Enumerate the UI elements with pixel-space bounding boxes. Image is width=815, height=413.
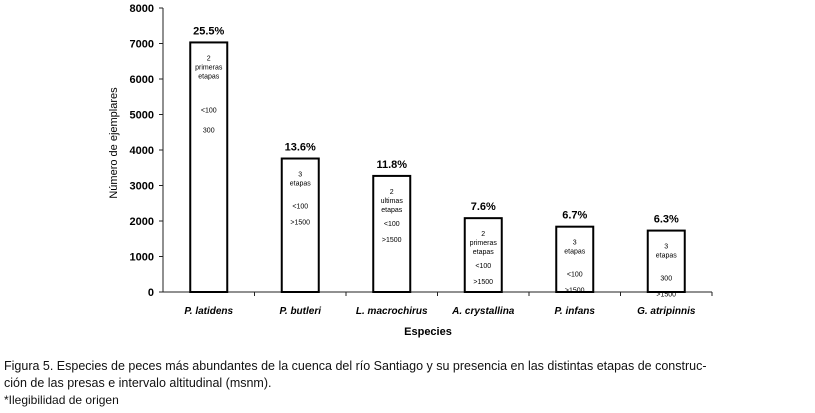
- bar-stage-label: etapas: [564, 249, 586, 256]
- y-tick-label: 0: [148, 287, 154, 299]
- bar-group: 7.6% 2 primeras etapas <100 >1500: [463, 201, 503, 293]
- bar-percent-label: 7.6%: [471, 201, 496, 213]
- bars: 25.5% 2 primeras etapas <100 300 13.6% 3 etapas <…: [189, 25, 686, 299]
- bar-percent-label: 25.5%: [193, 25, 224, 37]
- y-axis: 0 1000 2000 3000 4000 5000 6000 7000 8000: [130, 3, 164, 299]
- bar-altitude-label: 300: [203, 127, 215, 134]
- bar-stage-label: 2: [390, 189, 394, 196]
- bar-altitude-label: <100: [567, 272, 583, 279]
- bar: [555, 225, 595, 293]
- y-tick-label: 2000: [130, 216, 154, 228]
- caption-note: *Ilegibilidad de origen: [4, 393, 119, 407]
- x-tick-label: G. atripinnis: [637, 306, 696, 317]
- bar-stage-label: 2: [207, 55, 211, 62]
- y-tick-label: 7000: [130, 39, 154, 51]
- bar-stage-label: 2: [481, 231, 485, 238]
- bar-altitude-label: <100: [201, 107, 217, 114]
- bar: [646, 229, 686, 294]
- bar-stage-label: primeras: [470, 240, 498, 247]
- bar-stage-label: etapas: [290, 181, 312, 188]
- bar-percent-label: 6.3%: [654, 214, 679, 226]
- figure-caption: Figura 5. Especies de peces más abundant…: [4, 358, 812, 409]
- bar-chart: 0 1000 2000 3000 4000 5000 6000 7000 8000 P. lat…: [108, 3, 713, 338]
- bar-stage-label: 3: [664, 244, 668, 251]
- x-tick-label: P. latidens: [184, 306, 233, 317]
- x-tick-label: P. infans: [555, 306, 596, 317]
- y-tick-label: 4000: [130, 145, 154, 157]
- bar-stage-label: primeras: [195, 64, 223, 71]
- bar-group: 13.6% 3 etapas <100 >1500: [280, 142, 320, 293]
- bar-percent-label: 11.8%: [376, 159, 407, 171]
- bar-percent-label: 6.7%: [562, 210, 587, 222]
- caption-line-2: ción de las presas e intervalo altitudin…: [4, 376, 272, 390]
- bar: [280, 157, 320, 293]
- bar-stage-label: 3: [298, 172, 302, 179]
- bar-altitude-label: 300: [660, 276, 672, 283]
- bar-altitude-label: <100: [384, 221, 400, 228]
- bar-group: 11.8% 2 ultimas etapas <100 >1500: [372, 159, 412, 293]
- bar-altitude-label: >1500: [290, 220, 310, 227]
- bar-stage-label: etapas: [198, 73, 220, 80]
- y-tick-label: 1000: [130, 252, 154, 264]
- x-tick-label: L. macrochirus: [356, 306, 428, 317]
- bar-altitude-label: >1500: [565, 288, 585, 295]
- bar: [189, 41, 229, 294]
- x-tick-label: P. butleri: [280, 306, 322, 317]
- x-tick-label: A. crystallina: [451, 306, 515, 317]
- y-axis-label: Número de ejemplares: [108, 87, 120, 199]
- bar-altitude-label: >1500: [656, 292, 676, 299]
- bar: [372, 174, 412, 293]
- bar-altitude-label: >1500: [473, 279, 493, 286]
- y-tick-label: 5000: [130, 110, 154, 122]
- bar-group: 25.5% 2 primeras etapas <100 300: [189, 25, 229, 294]
- bar-percent-label: 13.6%: [285, 142, 316, 154]
- bar-group: 6.3% 3 etapas 300 >1500: [646, 214, 686, 299]
- bar-group: 6.7% 3 etapas <100 >1500: [555, 210, 595, 295]
- bar-altitude-label: <100: [475, 263, 491, 270]
- bar-stage-label: ultimas: [381, 198, 404, 205]
- y-tick-label: 8000: [130, 3, 154, 15]
- y-tick-label: 3000: [130, 181, 154, 193]
- caption-line-1: Figura 5. Especies de peces más abundant…: [4, 359, 707, 373]
- bar-stage-label: etapas: [381, 207, 403, 214]
- x-axis: P. latidens P. butleri L. macrochirus A. cr…: [163, 291, 713, 317]
- bar-stage-label: etapas: [473, 249, 495, 256]
- bar-altitude-label: >1500: [382, 237, 402, 244]
- bar-stage-label: 3: [573, 240, 577, 247]
- y-tick-label: 6000: [130, 74, 154, 86]
- bar-altitude-label: <100: [292, 204, 308, 211]
- bar-stage-label: etapas: [656, 253, 678, 260]
- x-axis-label: Especies: [404, 326, 452, 338]
- bar: [463, 217, 503, 293]
